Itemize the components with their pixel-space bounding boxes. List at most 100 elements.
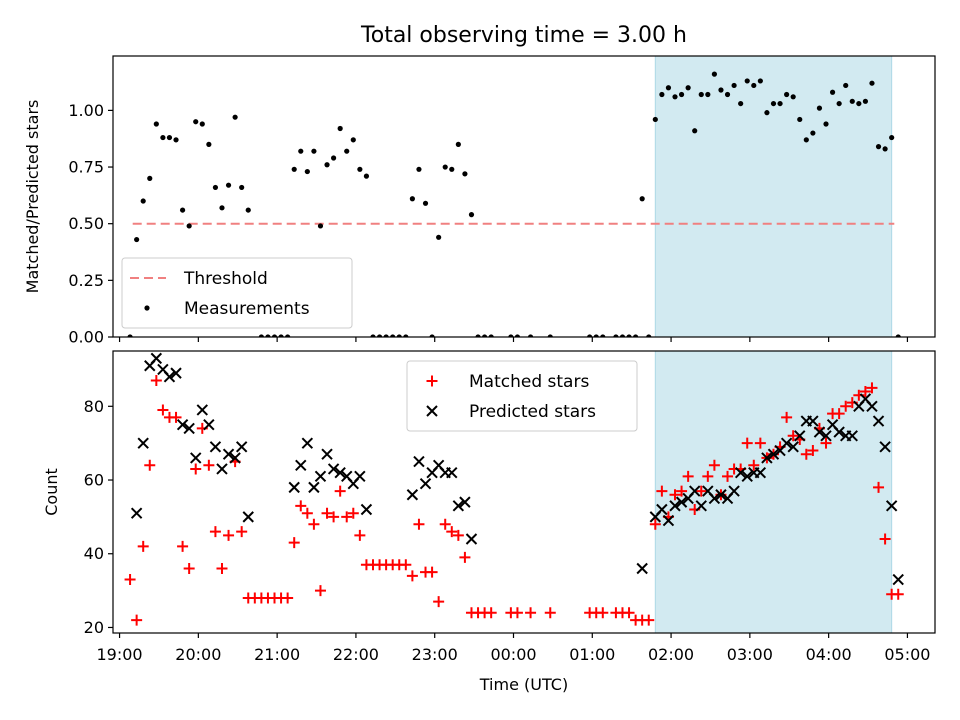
data-point <box>327 463 340 475</box>
data-point <box>235 441 248 453</box>
data-point <box>328 511 340 523</box>
data-point <box>334 466 346 479</box>
data-point <box>190 452 202 464</box>
x-axis-label: Time (UTC) <box>479 675 568 694</box>
data-point <box>196 404 208 416</box>
data-point <box>209 441 222 453</box>
data-point <box>787 441 799 453</box>
data-markers <box>124 352 904 626</box>
data-point <box>675 496 688 508</box>
data-point <box>403 334 409 337</box>
data-point <box>232 114 238 120</box>
data-point <box>708 492 721 505</box>
data-point <box>823 121 829 127</box>
legend-swatch <box>426 375 438 387</box>
data-point <box>291 166 297 172</box>
data-point <box>754 466 767 479</box>
data-point <box>751 82 757 89</box>
x-tick-label: 23:00 <box>412 645 458 664</box>
data-point <box>790 94 796 100</box>
data-point <box>363 173 370 179</box>
data-point <box>455 141 461 147</box>
x-tick-label: 19:00 <box>97 645 143 664</box>
data-point <box>879 441 891 453</box>
data-point <box>659 91 665 98</box>
data-point <box>334 485 346 497</box>
data-point <box>777 100 783 107</box>
data-point <box>308 518 320 530</box>
data-point <box>527 334 534 337</box>
data-point <box>390 334 396 337</box>
data-point <box>285 334 291 337</box>
data-point <box>780 437 793 449</box>
data-point <box>892 588 904 600</box>
legend-label: Predicted stars <box>469 402 596 422</box>
data-point <box>741 470 753 483</box>
data-point <box>166 134 173 141</box>
data-point <box>396 334 402 337</box>
y-tick-label: 0.50 <box>68 214 104 233</box>
data-point <box>370 334 376 337</box>
data-point <box>715 489 727 501</box>
data-point <box>695 485 707 497</box>
legend-swatch <box>426 405 438 417</box>
data-point <box>728 485 740 497</box>
data-point <box>383 334 389 337</box>
y-tick-label: 0.25 <box>68 271 104 290</box>
data-point <box>892 573 904 586</box>
data-point <box>613 334 619 337</box>
data-point <box>511 607 523 619</box>
data-point <box>186 223 192 229</box>
axes-frame <box>112 350 936 634</box>
data-point <box>600 334 606 337</box>
data-point <box>672 94 678 100</box>
data-point <box>722 470 734 482</box>
data-point <box>649 518 661 530</box>
data-point <box>413 455 425 468</box>
data-point <box>626 334 632 337</box>
data-point <box>173 137 179 143</box>
data-point <box>748 459 760 471</box>
data-point <box>216 562 228 574</box>
data-point <box>676 485 688 497</box>
data-point <box>265 334 271 337</box>
data-point <box>288 481 300 494</box>
data-point <box>140 198 146 204</box>
x-tick-label: 05:00 <box>884 645 930 664</box>
data-point <box>354 470 366 483</box>
data-point <box>761 452 773 464</box>
data-point <box>678 91 685 98</box>
data-point <box>525 607 537 619</box>
data-point <box>702 470 714 482</box>
data-point <box>170 411 182 423</box>
data-point <box>665 85 672 91</box>
data-point <box>357 166 363 172</box>
data-point <box>459 496 471 508</box>
data-point <box>190 463 202 475</box>
data-point <box>807 445 819 457</box>
data-point <box>829 89 836 95</box>
data-point <box>413 518 425 530</box>
x-tick-label: 04:00 <box>806 645 852 664</box>
data-point <box>436 234 442 240</box>
axes-frame <box>112 55 936 338</box>
data-point <box>242 511 254 523</box>
observing-interval-band <box>655 56 892 337</box>
data-point <box>199 121 205 127</box>
y-tick-label: 0.00 <box>68 328 104 347</box>
data-point <box>866 382 878 394</box>
data-point <box>439 518 451 530</box>
data-point <box>764 110 770 116</box>
data-point <box>849 98 855 104</box>
data-point <box>636 562 648 575</box>
data-point <box>833 408 845 420</box>
data-point <box>400 559 412 571</box>
data-point <box>229 452 241 464</box>
data-point <box>869 80 875 86</box>
data-point <box>446 526 458 538</box>
data-point <box>301 437 314 449</box>
data-point <box>547 334 553 337</box>
data-point <box>301 507 313 519</box>
data-point <box>840 400 852 412</box>
y-tick-label: 80 <box>84 397 104 416</box>
